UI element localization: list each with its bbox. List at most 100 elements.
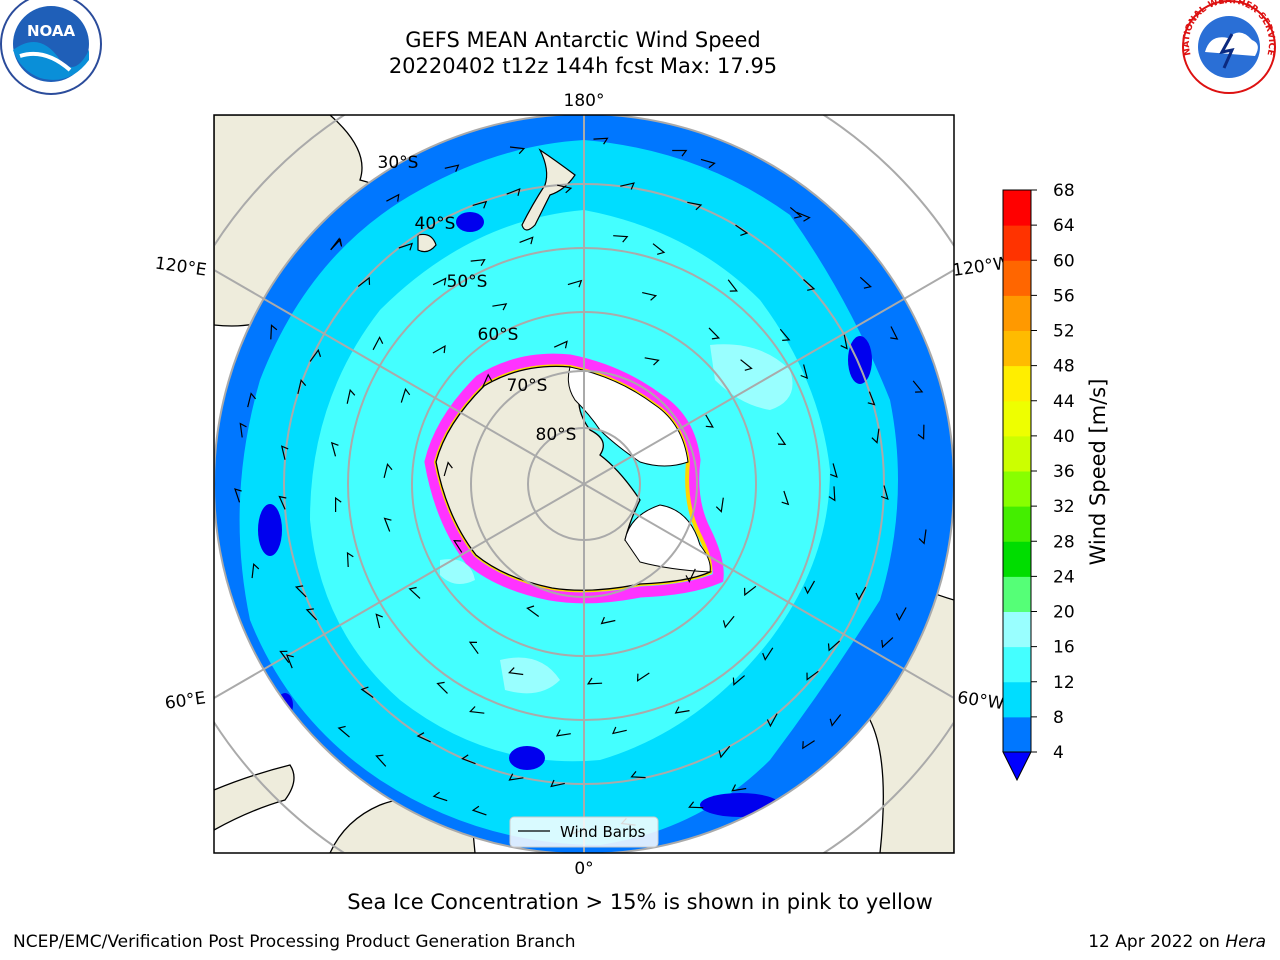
wind-barb [508, 667, 524, 676]
wind-barb [234, 488, 242, 503]
wind-barb [468, 641, 479, 655]
wind-barb [867, 391, 876, 406]
wind-barb [506, 188, 521, 196]
wind-barb [700, 158, 716, 169]
wind-barb [278, 495, 287, 510]
lon-label-120w: 120°W [951, 253, 1011, 281]
colorbar-segment [1003, 541, 1031, 577]
colorbar-segment [1003, 506, 1031, 542]
wind-barb [469, 706, 485, 714]
colorbar-segment [1003, 471, 1031, 507]
wind-barb [432, 791, 448, 802]
footer-credit: NCEP/EMC/Verification Post Processing Pr… [13, 932, 576, 952]
wind-barb [279, 650, 290, 663]
wind-barb [285, 654, 294, 669]
colorbar-tick-label: 60 [1053, 251, 1075, 271]
ronne-ice-shelf [624, 504, 711, 573]
wind-barb [796, 211, 811, 222]
lon-label-60e: 60°E [164, 688, 207, 713]
noaa-logo-text: NOAA [27, 22, 76, 40]
colorbar-tick-label: 68 [1053, 181, 1075, 201]
wind-barb [912, 380, 924, 393]
wind-barb [731, 784, 747, 792]
colorbar-tick-label: 28 [1053, 532, 1075, 552]
wind-barb [630, 771, 646, 779]
new-zealand-land [521, 148, 576, 231]
colorbar-segment [1003, 681, 1031, 718]
noaa-logo: NOAA [0, 0, 102, 95]
madagascar-land [214, 764, 295, 831]
lat-label-60s: 60°S [478, 325, 519, 345]
colorbar-segment [1003, 435, 1031, 472]
wind-barb [880, 485, 889, 500]
wind-barb [337, 725, 350, 738]
wind-barb [346, 388, 356, 404]
colorbar-tick-label: 36 [1053, 462, 1075, 482]
wind-barb [762, 647, 774, 661]
wind-barb [672, 149, 688, 157]
wind-barb [375, 613, 384, 629]
wind-barb [346, 551, 354, 568]
lat-label-70s: 70°S [507, 376, 548, 396]
wind-barb [383, 463, 393, 479]
wind-barb [509, 146, 526, 155]
footer-date: 12 Apr 2022 on Hera [1088, 932, 1266, 952]
wind-barb [280, 445, 289, 460]
wind-barb [386, 193, 400, 202]
colorbar-segment [1003, 400, 1031, 437]
wind-barb [705, 414, 714, 428]
wind-barb [443, 461, 453, 477]
chart-title: GEFS MEAN Antarctic Wind Speed [405, 28, 761, 52]
wind-barb [859, 276, 872, 289]
nws-logo: NATIONAL WEATHER SERVICE [1182, 0, 1276, 94]
colorbar-title: Wind Speed [m/s] [1086, 379, 1110, 566]
wind-barb [330, 237, 342, 251]
wind-barb [251, 562, 260, 579]
sea-ice-ring [424, 353, 724, 604]
footer-host: Hera [1225, 932, 1266, 952]
wind-barb [829, 714, 842, 727]
wind-barb [508, 773, 524, 781]
wind-barb [827, 640, 840, 652]
wind-barb [718, 745, 731, 759]
lon-label-0: 0° [574, 859, 593, 879]
colorbar-tick-label: 32 [1053, 497, 1075, 517]
tasmania-land [417, 233, 437, 253]
colorbar-segment [1003, 716, 1031, 753]
legend-label: Wind Barbs [560, 823, 646, 841]
wind-barb [828, 486, 836, 502]
wind-barb [789, 206, 803, 219]
colorbar-tick-label: 12 [1053, 673, 1075, 693]
wind-barb [803, 279, 816, 291]
colorbar-tick-label: 52 [1053, 322, 1075, 342]
wind-barb [652, 243, 666, 255]
wind-barb [432, 277, 447, 286]
wind-barb [472, 200, 488, 209]
wind-barb [600, 616, 616, 625]
wind-barb [840, 334, 848, 350]
wind-barb [444, 164, 460, 172]
wind-barb [804, 580, 816, 595]
wind-barb [830, 463, 838, 478]
lat-label-30s: 30°S [378, 153, 419, 173]
wind-barb [526, 605, 540, 617]
wind-barb [917, 424, 925, 440]
colorbar-segment [1003, 225, 1031, 261]
wind-barb [453, 540, 463, 553]
wind-barb [567, 279, 583, 288]
wind-barb [239, 422, 247, 438]
wind-barb [620, 182, 635, 190]
wind-barb [685, 568, 696, 583]
wind-barb [270, 324, 278, 340]
wind-barb [294, 585, 307, 598]
colorbar-segment [1003, 576, 1031, 612]
wind-barb [586, 677, 603, 685]
wind-barb [383, 517, 392, 532]
colorbar-tick-label: 44 [1053, 392, 1075, 412]
wind-barb [727, 279, 738, 292]
wind-barb [613, 235, 629, 243]
lon-label-180: 180° [564, 91, 605, 111]
wind-barb [611, 726, 627, 735]
